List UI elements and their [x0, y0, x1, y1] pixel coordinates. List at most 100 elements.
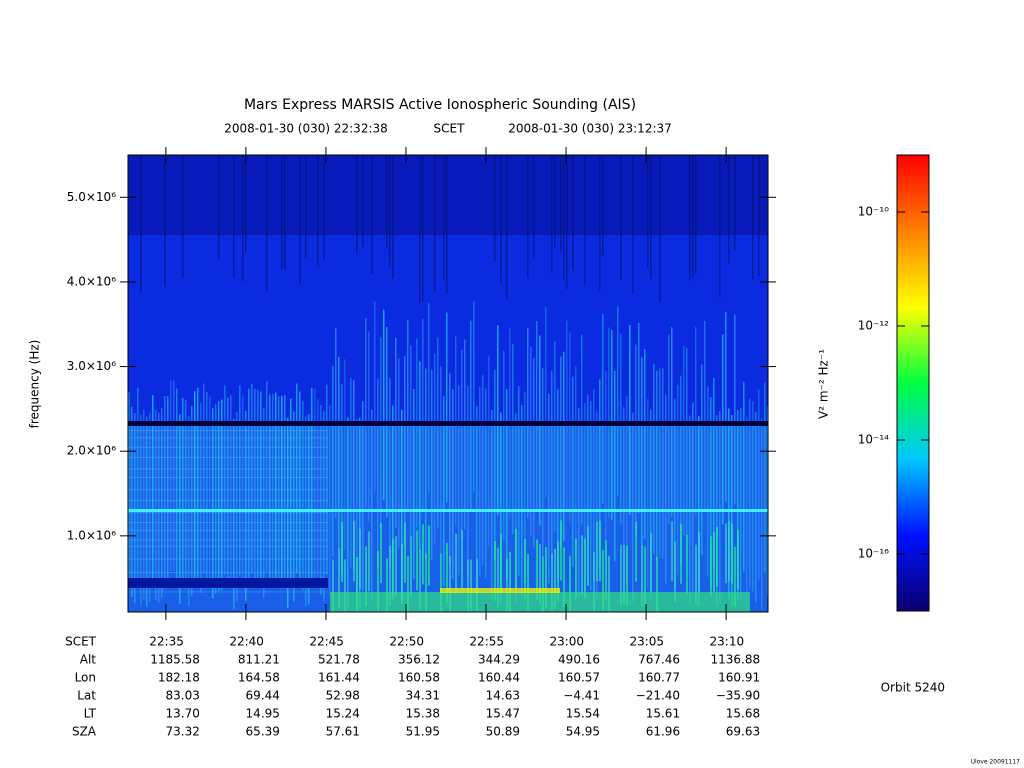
- spectrogram-texture: [260, 391, 262, 582]
- spectrogram-texture: [251, 383, 253, 574]
- spectrogram-texture: [233, 155, 235, 278]
- spectrogram-texture: [431, 370, 433, 561]
- spectrogram-texture: [299, 391, 301, 582]
- spectrogram-texture: [581, 535, 583, 596]
- ephemeris-value: 164.58: [238, 671, 280, 685]
- spectrogram-texture: [605, 540, 607, 601]
- spectrogram-texture: [545, 307, 547, 498]
- spectrogram-texture: [407, 320, 409, 511]
- spectrogram-texture: [545, 547, 547, 608]
- spectrogram-texture: [572, 376, 574, 567]
- spectrogram-texture: [458, 384, 460, 575]
- spectrogram-texture: [764, 382, 766, 573]
- spectrogram-texture: [446, 312, 448, 503]
- spectrogram-texture: [212, 408, 214, 599]
- spectrogram-texture: [602, 550, 604, 611]
- spectrogram-texture: [440, 553, 442, 612]
- spectrogram-texture: [281, 155, 283, 270]
- spectrogram-texture: [365, 318, 367, 509]
- spectrogram-texture: [551, 553, 553, 612]
- spectrogram-texture: [290, 398, 292, 589]
- ephemeris-value: 160.57: [558, 671, 600, 685]
- spectrogram-texture: [128, 545, 328, 547]
- spectrogram-texture: [620, 155, 622, 280]
- spectrogram-texture: [650, 155, 652, 279]
- spectrogram-texture: [554, 341, 556, 532]
- ephemeris-value: 15.68: [726, 707, 760, 721]
- spectrogram-texture: [512, 344, 514, 535]
- spectrogram-texture: [362, 155, 364, 247]
- spectrogram-texture: [341, 521, 343, 582]
- spectrogram-texture: [569, 555, 571, 612]
- spectrogram-texture: [314, 389, 316, 580]
- spectrogram-texture: [506, 155, 508, 299]
- spectrogram-texture: [710, 536, 712, 597]
- spectrogram-texture: [362, 401, 364, 592]
- spectrogram-texture: [137, 387, 139, 578]
- colorbar-label: V² m⁻² Hz⁻¹: [817, 349, 831, 419]
- spectrogram-texture: [392, 405, 394, 596]
- spectrogram-texture: [401, 410, 403, 601]
- spectrogram-texture: [575, 538, 577, 599]
- spectrogram-texture: [491, 409, 493, 600]
- spectrogram-texture: [389, 377, 391, 568]
- spectrogram-texture: [368, 531, 370, 592]
- spectrogram-texture: [330, 592, 750, 612]
- spectrogram-texture: [128, 489, 328, 491]
- spectrogram-texture: [710, 397, 712, 588]
- spectrogram-texture: [386, 558, 388, 612]
- spectrogram-texture: [266, 381, 268, 572]
- spectrogram-texture: [713, 377, 715, 568]
- ephemeris-value: −4.41: [563, 689, 600, 703]
- spectrogram-texture: [128, 529, 328, 531]
- credit: Ulove 20091117: [971, 759, 1021, 766]
- ephemeris-value: 51.95: [406, 725, 440, 739]
- spectrogram-texture: [470, 559, 472, 612]
- spectrogram-texture: [662, 368, 664, 559]
- y-tick-label: 1.0×10⁶: [67, 528, 116, 542]
- spectrogram-texture: [566, 155, 568, 290]
- spectrogram-texture: [755, 412, 757, 603]
- spectrogram-texture: [476, 558, 478, 612]
- spectrogram-texture: [467, 559, 469, 612]
- spectrogram-texture: [215, 403, 217, 594]
- orbit-label: Orbit 5240: [881, 681, 945, 695]
- spectrogram-texture: [479, 386, 481, 577]
- spectrogram-texture: [128, 558, 328, 560]
- spectrogram-texture: [671, 521, 673, 582]
- spectrogram-texture: [647, 398, 649, 589]
- spectrogram-texture: [641, 357, 643, 548]
- spectrogram-texture: [623, 544, 625, 605]
- ephemeris-value: 521.78: [318, 653, 360, 667]
- spectrogram-texture: [620, 544, 622, 605]
- spectrogram-texture: [734, 546, 736, 607]
- spectrogram-texture: [410, 535, 412, 596]
- spectrogram-texture: [317, 155, 319, 266]
- spectrogram-texture: [407, 555, 409, 612]
- spectrogram-texture: [719, 155, 721, 297]
- plot-frame: [127, 154, 769, 613]
- spectrogram-texture: [365, 546, 367, 607]
- spectrogram-texture: [419, 549, 421, 610]
- spectrogram-texture: [740, 407, 742, 598]
- spectrogram-texture: [380, 337, 382, 528]
- spectrogram-texture: [272, 393, 274, 584]
- spectrogram-texture: [323, 411, 325, 602]
- spectrogram-texture: [563, 155, 565, 280]
- spectrogram-texture: [539, 335, 541, 526]
- spectrogram-texture: [182, 155, 184, 279]
- spectrogram-texture: [563, 351, 565, 542]
- spectrogram-texture: [437, 337, 439, 528]
- spectrogram-texture: [641, 545, 643, 606]
- spectrogram-texture: [569, 332, 571, 523]
- ephemeris-value: 13.70: [166, 707, 200, 721]
- spectrogram-texture: [356, 419, 358, 610]
- spectrogram-texture: [419, 155, 421, 303]
- spectrogram-texture: [557, 389, 559, 580]
- spectrogram-texture: [668, 334, 670, 525]
- spectrogram-texture: [737, 410, 739, 601]
- spectrogram-texture: [599, 520, 601, 581]
- ephemeris-value: 182.18: [158, 671, 200, 685]
- spectrogram-texture: [749, 398, 751, 589]
- spectrogram-texture: [356, 155, 358, 255]
